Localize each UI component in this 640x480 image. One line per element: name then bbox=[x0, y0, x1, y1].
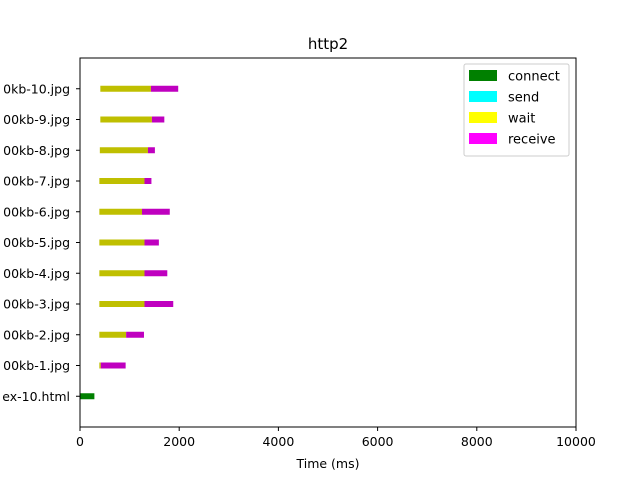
y-tick-label: ex-10.html bbox=[2, 389, 70, 404]
bar-receive-4 bbox=[144, 270, 168, 277]
x-tick-label: 8000 bbox=[461, 434, 493, 449]
legend-label-send: send bbox=[508, 91, 539, 106]
x-tick-label: 10000 bbox=[556, 434, 596, 449]
y-tick-label: 00kb-2.jpg bbox=[3, 327, 70, 342]
legend-swatch-connect bbox=[469, 70, 497, 81]
legend-swatch-send bbox=[469, 91, 497, 102]
y-tick-label: 00kb-4.jpg bbox=[3, 266, 70, 281]
bar-wait-5 bbox=[99, 239, 145, 246]
bar-receive-1 bbox=[100, 362, 126, 369]
bar-receive-7 bbox=[144, 178, 152, 184]
bar-wait-6 bbox=[99, 208, 142, 215]
bar-receive-5 bbox=[144, 239, 159, 246]
bar-receive-9 bbox=[151, 116, 165, 123]
bars-layer bbox=[80, 85, 179, 400]
x-tick-label: 2000 bbox=[163, 434, 195, 449]
bar-receive-10 bbox=[150, 85, 179, 92]
bar-receive-3 bbox=[144, 301, 174, 307]
bar-wait-10 bbox=[100, 85, 151, 92]
bar-receive-6 bbox=[142, 208, 170, 215]
y-tick-label: 00kb-6.jpg bbox=[3, 204, 70, 219]
bar-receive-2 bbox=[126, 331, 144, 338]
bar-receive-8 bbox=[147, 147, 155, 154]
y-tick-label: 00kb-9.jpg bbox=[3, 112, 70, 127]
x-tick-label: 4000 bbox=[262, 434, 294, 449]
bar-wait-4 bbox=[99, 270, 145, 277]
legend-label-receive: receive bbox=[508, 133, 556, 148]
x-tick-label: 0 bbox=[76, 434, 84, 449]
legend-swatch-wait bbox=[469, 112, 497, 123]
y-tick-label: 0kb-10.jpg bbox=[3, 81, 70, 96]
bar-wait-7 bbox=[99, 178, 145, 184]
y-tick-label: 00kb-8.jpg bbox=[3, 143, 70, 158]
bar-wait-2 bbox=[99, 331, 127, 338]
y-tick-label: 00kb-3.jpg bbox=[3, 297, 70, 312]
bar-connect-0 bbox=[80, 393, 95, 400]
bar-wait-9 bbox=[100, 116, 152, 123]
legend: connect send wait receive bbox=[463, 63, 570, 157]
bar-wait-8 bbox=[99, 147, 148, 154]
y-tick-label: 00kb-7.jpg bbox=[3, 174, 70, 189]
x-axis: 0 2000 4000 6000 8000 10000 bbox=[76, 427, 596, 449]
x-axis-label: Time (ms) bbox=[295, 456, 359, 471]
chart-title: http2 bbox=[308, 35, 348, 53]
y-tick-label: 00kb-5.jpg bbox=[3, 235, 70, 250]
legend-label-connect: connect bbox=[508, 70, 560, 85]
bar-wait-1 bbox=[99, 362, 101, 369]
y-axis: ex-10.html 00kb-1.jpg 00kb-2.jpg 00kb-3.jpg… bbox=[2, 81, 80, 404]
legend-swatch-receive bbox=[469, 133, 497, 144]
x-tick-label: 6000 bbox=[362, 434, 394, 449]
bar-wait-3 bbox=[99, 301, 145, 307]
legend-label-wait: wait bbox=[508, 112, 535, 127]
y-tick-label: 00kb-1.jpg bbox=[3, 358, 70, 373]
